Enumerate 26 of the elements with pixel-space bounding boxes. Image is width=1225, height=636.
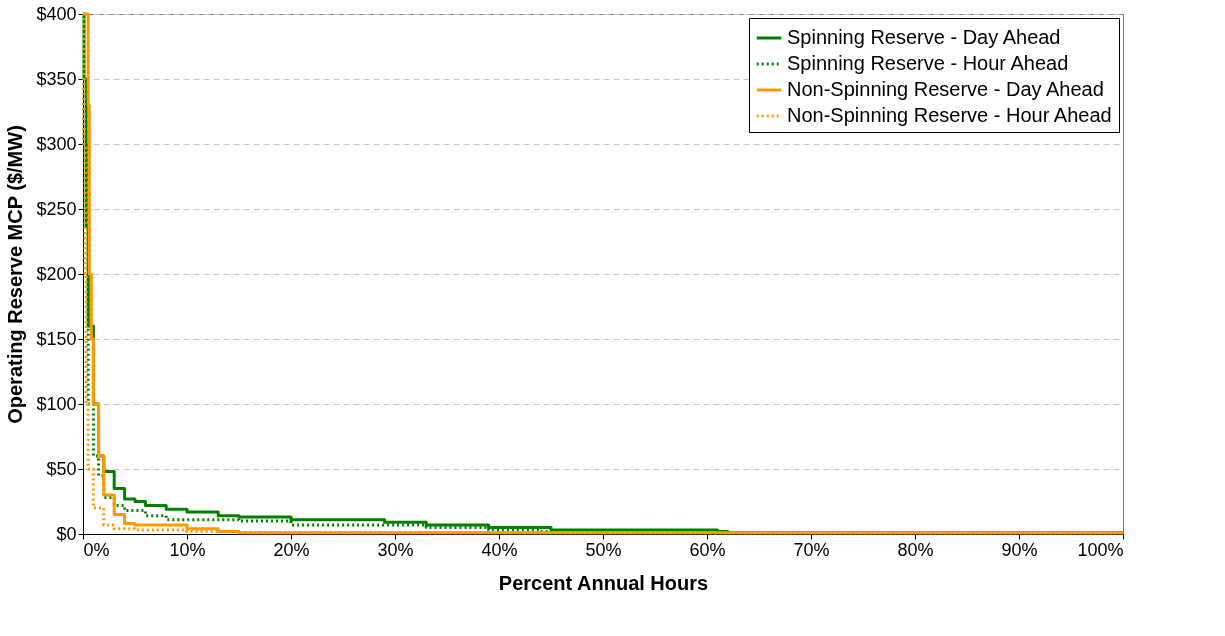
x-axis-title: Percent Annual Hours (498, 571, 709, 594)
y-tick-label: $100 (36, 393, 77, 414)
y-axis-title: Operating Reserve MCP ($/MW) (4, 125, 27, 424)
x-tick-label: 20% (273, 539, 310, 560)
y-tick-label: $50 (46, 458, 77, 479)
x-tick-label: 40% (481, 539, 518, 560)
y-tick-label: $350 (36, 68, 77, 89)
legend-label: Non-Spinning Reserve - Day Ahead (787, 78, 1104, 100)
x-tick-label: 100% (1077, 539, 1124, 560)
y-tick-label: $150 (36, 328, 77, 349)
x-tick-label: 30% (377, 539, 414, 560)
legend-label: Spinning Reserve - Day Ahead (787, 26, 1061, 48)
legend-label: Spinning Reserve - Hour Ahead (787, 52, 1069, 74)
legend-label: Non-Spinning Reserve - Hour Ahead (787, 104, 1112, 126)
y-tick-label: $0 (56, 523, 77, 544)
x-tick-label: 0% (83, 539, 110, 560)
x-tick-label: 70% (793, 539, 830, 560)
y-tick-label: $200 (36, 263, 77, 284)
x-tick-label: 90% (1001, 539, 1038, 560)
x-tick-label: 60% (689, 539, 726, 560)
x-tick-label: 10% (169, 539, 206, 560)
y-tick-label: $250 (36, 198, 77, 219)
y-tick-label: $300 (36, 133, 77, 154)
x-tick-label: 80% (897, 539, 934, 560)
x-tick-label: 50% (585, 539, 622, 560)
y-tick-label: $400 (36, 3, 77, 24)
